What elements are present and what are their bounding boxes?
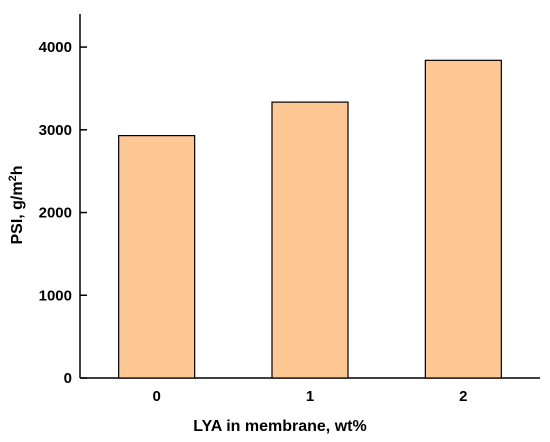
y-axis-title-tail: h	[9, 165, 26, 175]
y-tick-label: 2000	[39, 205, 72, 222]
bar-1	[271, 101, 349, 379]
y-tick-label: 1000	[39, 287, 72, 304]
y-tick-label: 3000	[39, 122, 72, 139]
bars	[118, 59, 502, 379]
y-tick-label: 4000	[39, 39, 72, 56]
y-axis-title-superscript: 2	[7, 175, 19, 181]
bar-0	[118, 135, 196, 379]
x-tick-label: 0	[152, 388, 160, 405]
y-tick-label: 0	[64, 370, 72, 387]
x-tick-label: 2	[459, 388, 467, 405]
y-axis-ticks: 0 1000 2000 3000 4000	[39, 39, 87, 387]
y-axis-title: PSI, g/m2h	[7, 165, 26, 244]
x-axis-title: LYA in membrane, wt%	[193, 418, 366, 435]
x-tick-label: 1	[306, 388, 314, 405]
y-axis-title-main: PSI, g/m	[9, 181, 26, 244]
bar-2	[424, 59, 502, 379]
